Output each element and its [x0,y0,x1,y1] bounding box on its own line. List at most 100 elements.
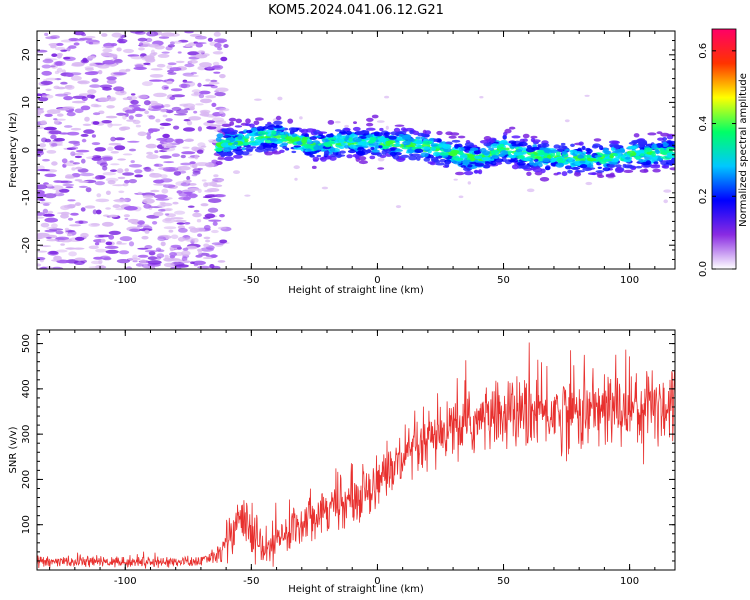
signal-speckle [369,136,374,141]
noise-speckle [55,46,66,51]
noise-speckle [72,247,85,250]
signal-speckle [522,138,528,142]
signal-speckle [556,157,564,163]
noise-speckle [60,180,73,184]
signal-speckle [223,156,234,161]
spectrogram-y-ticks: 20 10 0 -10 -20 [21,30,675,270]
noise-speckle [204,213,216,219]
noise-speckle [203,243,210,248]
signal-speckle [530,146,540,151]
signal-speckle [389,147,398,150]
noise-speckle [219,214,225,218]
noise-speckle [143,203,152,209]
noise-speckle [159,155,172,159]
colorbar-tick-label: 0.6 [698,43,709,59]
noise-speckle [78,220,84,224]
noise-speckle [53,60,66,67]
noise-speckle [160,241,166,247]
noise-speckle [173,219,187,223]
signal-speckle [376,152,382,157]
snr-x-tick-label: 50 [497,576,510,587]
signal-speckle [444,162,450,168]
signal-speckle [237,135,243,140]
signal-speckle [599,145,604,151]
signal-speckle [626,165,635,169]
signal-speckle [511,135,521,139]
noise-speckle [84,205,96,209]
signal-speckle [291,133,298,137]
signal-speckle [343,127,351,132]
noise-speckle [53,255,62,261]
signal-speckle [228,142,233,146]
noise-speckle [40,80,53,85]
noise-speckle [210,79,218,83]
signal-speckle [504,128,512,134]
signal-speckle [214,147,224,152]
noise-speckle [197,126,202,132]
noise-speckle [202,196,213,199]
noise-speckle [158,208,166,212]
noise-speckle [84,116,90,122]
signal-speckle [621,154,626,159]
noise-speckle [162,133,170,139]
signal-speckle [530,137,536,143]
noise-speckle [37,192,46,197]
noise-speckle [137,191,142,195]
signal-speckle [429,161,436,166]
signal-speckle [517,151,527,155]
snr-x-ticks: -100 -50 0 50 100 [49,330,656,587]
noise-speckle [208,198,222,204]
noise-speckle [196,149,204,154]
signal-speckle [457,135,466,139]
noise-speckle [180,154,186,159]
signal-speckle [639,169,649,173]
signal-speckle [543,148,551,154]
noise-speckle [162,167,176,172]
noise-speckle [54,70,60,75]
noise-speckle [171,94,186,98]
noise-speckle [88,245,100,250]
noise-speckle [145,37,153,43]
signal-speckle [301,138,308,144]
noise-speckle [163,226,177,230]
noise-speckle [108,142,122,146]
signal-speckle [223,147,232,152]
noise-speckle [95,198,110,203]
noise-speckle [74,155,82,159]
noise-speckle [101,46,115,49]
noise-speckle [177,51,182,54]
signal-speckle [422,140,433,145]
noise-speckle [68,251,77,257]
signal-speckle [607,164,616,169]
noise-speckle [67,199,76,202]
signal-speckle [233,154,243,159]
noise-speckle [37,169,51,172]
noise-speckle [96,193,102,198]
noise-speckle [195,42,203,48]
snr-y-tick-label: 500 [21,334,32,353]
noise-speckle [139,228,153,232]
noise-speckle [74,152,84,155]
signal-speckle [245,123,252,127]
signal-speckle [370,146,375,151]
noise-speckle [89,63,98,67]
signal-speckle [635,150,645,153]
noise-speckle [122,114,127,120]
noise-speckle [134,113,143,118]
signal-speckle [352,137,363,143]
noise-speckle [41,70,52,76]
spectrogram-y-tick-label: -20 [21,237,32,253]
signal-speckle [568,158,573,162]
noise-speckle [42,59,54,64]
signal-speckle [324,150,330,155]
noise-speckle [170,234,179,240]
noise-speckle [55,189,60,195]
noise-speckle [183,127,195,132]
noise-speckle [137,220,145,226]
signal-speckle [366,122,374,127]
noise-speckle [56,249,68,253]
signal-speckle [635,165,643,169]
signal-speckle [586,158,597,162]
signal-speckle [574,151,583,155]
signal-speckle [473,155,483,159]
